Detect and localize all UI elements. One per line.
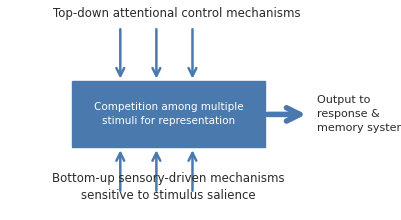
- Text: Competition among multiple
stimuli for representation: Competition among multiple stimuli for r…: [93, 102, 243, 126]
- Text: Top-down attentional control mechanisms: Top-down attentional control mechanisms: [53, 7, 300, 20]
- Text: Bottom-up sensory-driven mechanisms
sensitive to stimulus salience: Bottom-up sensory-driven mechanisms sens…: [52, 172, 285, 202]
- FancyBboxPatch shape: [72, 81, 265, 147]
- Text: Output to
response &
memory systems: Output to response & memory systems: [317, 95, 401, 133]
